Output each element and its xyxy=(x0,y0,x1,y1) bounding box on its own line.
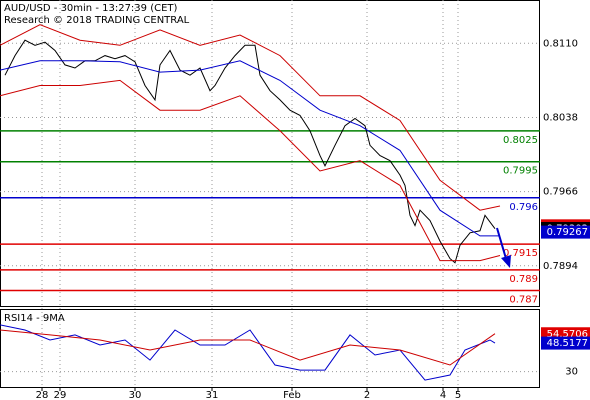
series-line xyxy=(0,79,501,262)
level-label: 0.8025 xyxy=(503,135,538,146)
x-tick-label: 31 xyxy=(206,390,219,400)
series-line xyxy=(0,60,500,237)
value-tag xyxy=(541,225,590,239)
price-panel xyxy=(0,0,540,307)
value-tag-label: 0.79267 xyxy=(547,227,588,238)
y-tick-label: 0.7966 xyxy=(543,187,578,198)
y-tick-label: 0.7894 xyxy=(543,261,578,272)
value-tag-label: 54.5706 xyxy=(547,329,588,340)
y-tick-label: 30 xyxy=(565,367,578,378)
x-tick-label: 30 xyxy=(129,390,142,400)
x-tick-label: 4 xyxy=(440,390,446,400)
value-tag xyxy=(541,336,590,350)
arrow-head xyxy=(501,255,511,268)
series-line xyxy=(0,324,496,381)
x-tick-label: 2 xyxy=(364,390,370,400)
series-line xyxy=(0,329,496,366)
chart-title: AUD/USD - 30min - 13:27:39 (CET) xyxy=(4,3,178,14)
y-tick-label: 0.8110 xyxy=(543,38,578,49)
level-label-bg xyxy=(503,247,539,260)
value-tag-label: 48.5177 xyxy=(547,338,588,349)
arrow xyxy=(496,227,508,263)
level-label: 0.7915 xyxy=(503,248,538,259)
x-tick-label: 29 xyxy=(54,390,67,400)
series-line xyxy=(0,24,501,211)
level-label-bg xyxy=(503,293,539,306)
level-label-bg xyxy=(503,164,539,177)
rsi-title: RSI14 - 9MA xyxy=(4,313,65,324)
rsi-panel xyxy=(0,309,540,388)
level-label-bg xyxy=(503,272,539,285)
level-label-bg xyxy=(503,133,539,146)
level-label: 0.7995 xyxy=(503,166,538,177)
series-line xyxy=(4,39,496,264)
level-label: 0.789 xyxy=(509,274,538,285)
x-tick-label: 5 xyxy=(455,390,461,400)
chart-subtitle: Research © 2018 TRADING CENTRAL xyxy=(4,15,190,26)
x-tick-label: 28 xyxy=(36,390,49,400)
level-label: 0.796 xyxy=(509,202,538,213)
y-tick-label: 0.8038 xyxy=(543,112,578,123)
level-label-bg xyxy=(503,200,539,213)
level-label: 0.787 xyxy=(509,295,538,306)
x-tick-label: Feb xyxy=(283,390,301,400)
